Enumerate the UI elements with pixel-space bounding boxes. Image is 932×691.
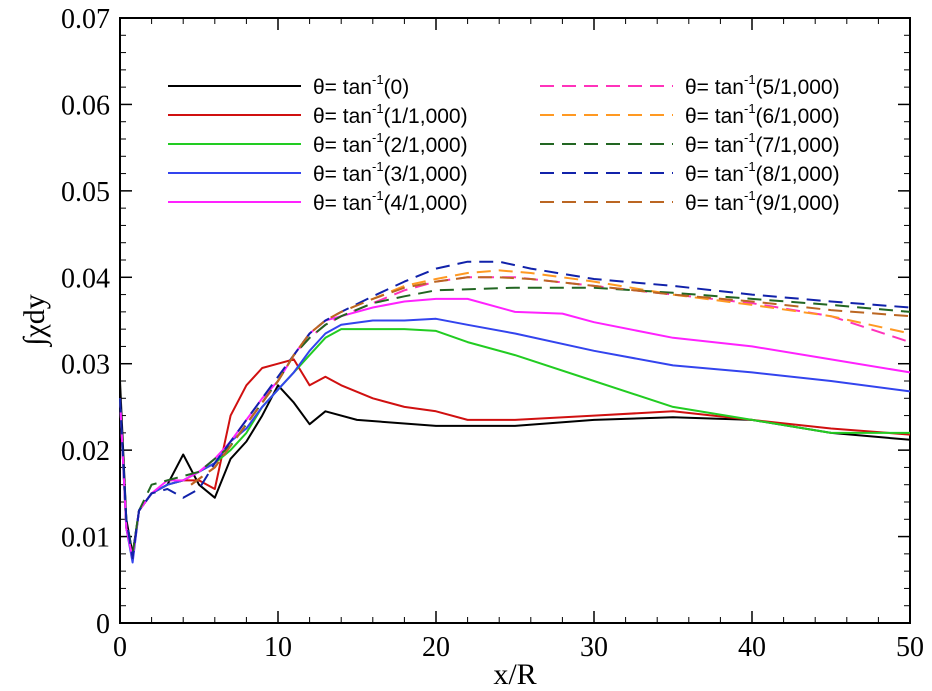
legend-label: θ= tan-1(3/1,000) (313, 159, 468, 186)
y-tick-label: 0.01 (61, 523, 110, 554)
y-tick-label: 0.06 (61, 90, 110, 121)
x-axis-title: x/R (493, 658, 536, 691)
legend-label-argument: (3/1,000) (384, 163, 468, 186)
legend-label: θ= tan-1(8/1,000) (685, 159, 840, 186)
series-line-7 (119, 286, 911, 555)
legend-label-main: θ= tan (313, 105, 372, 128)
legend-label-main: θ= tan (313, 134, 372, 157)
legend-label-main: θ= tan (313, 192, 372, 215)
legend-label-superscript: -1 (744, 130, 756, 145)
y-tick-label: 0.07 (61, 4, 110, 35)
y-tick-label: 0.03 (61, 350, 110, 381)
series-line-5 (190, 276, 911, 486)
legend-label-argument: (1/1,000) (384, 105, 468, 128)
x-tick-label: 50 (896, 632, 924, 663)
y-tick-label: 0.02 (61, 436, 110, 467)
legend-label-main: θ= tan (313, 76, 372, 99)
legend: θ= tan-1(0)θ= tan-1(1/1,000)θ= tan-1(2/1… (168, 72, 840, 215)
x-tick-label: 0 (113, 632, 127, 663)
legend-label-argument: (5/1,000) (756, 76, 840, 99)
legend-label-main: θ= tan (313, 163, 372, 186)
x-tick-label: 10 (264, 632, 292, 663)
legend-label-argument: (9/1,000) (756, 192, 840, 215)
legend-label-superscript: -1 (372, 159, 384, 174)
y-tick-label: 0 (96, 609, 110, 640)
legend-label-superscript: -1 (372, 188, 384, 203)
legend-label-superscript: -1 (744, 72, 756, 87)
axis-tick-labels: 0 10 20 30 40 50 0 0.01 0.02 0.03 0.04 0.05 0.06 0.07 (61, 4, 924, 663)
series-line-3 (119, 317, 911, 564)
legend-label: θ= tan-1(7/1,000) (685, 130, 840, 157)
legend-label: θ= tan-1(1/1,000) (313, 101, 468, 128)
axis-ticks (119, 17, 911, 624)
legend-label-superscript: -1 (372, 101, 384, 116)
legend-label: θ= tan-1(9/1,000) (685, 188, 840, 215)
legend-label-superscript: -1 (372, 130, 384, 145)
y-tick-label: 0.05 (61, 177, 110, 208)
legend-label-main: θ= tan (685, 163, 744, 186)
series-lines (119, 260, 911, 564)
series-line-1 (119, 358, 911, 560)
legend-label-argument: (4/1,000) (384, 192, 468, 215)
legend-label-argument: (2/1,000) (384, 134, 468, 157)
x-tick-label: 40 (738, 632, 766, 663)
legend-label-argument: (6/1,000) (756, 105, 840, 128)
legend-label-main: θ= tan (685, 76, 744, 99)
x-tick-label: 30 (580, 632, 608, 663)
legend-label-superscript: -1 (372, 72, 384, 87)
legend-label-argument: (7/1,000) (756, 134, 840, 157)
series-line-4 (119, 297, 911, 560)
legend-label-argument: (0) (384, 76, 410, 99)
plot-area-frame (119, 17, 911, 624)
y-tick-label: 0.04 (61, 263, 110, 294)
legend-label: θ= tan-1(6/1,000) (685, 101, 840, 128)
series-line-0 (119, 380, 911, 555)
x-tick-label: 20 (422, 632, 450, 663)
legend-label-main: θ= tan (685, 134, 744, 157)
legend-label: θ= tan-1(4/1,000) (313, 188, 468, 215)
series-line-9 (190, 276, 911, 486)
legend-label-main: θ= tan (685, 105, 744, 128)
legend-label: θ= tan-1(2/1,000) (313, 130, 468, 157)
legend-label-argument: (8/1,000) (756, 163, 840, 186)
legend-label: θ= tan-1(0) (313, 72, 409, 99)
legend-label: θ= tan-1(5/1,000) (685, 72, 840, 99)
legend-label-superscript: -1 (744, 159, 756, 174)
legend-label-main: θ= tan (685, 192, 744, 215)
y-axis-title: ∫χdy (18, 294, 53, 348)
series-line-2 (119, 328, 910, 560)
legend-label-superscript: -1 (744, 188, 756, 203)
legend-label-superscript: -1 (744, 101, 756, 116)
